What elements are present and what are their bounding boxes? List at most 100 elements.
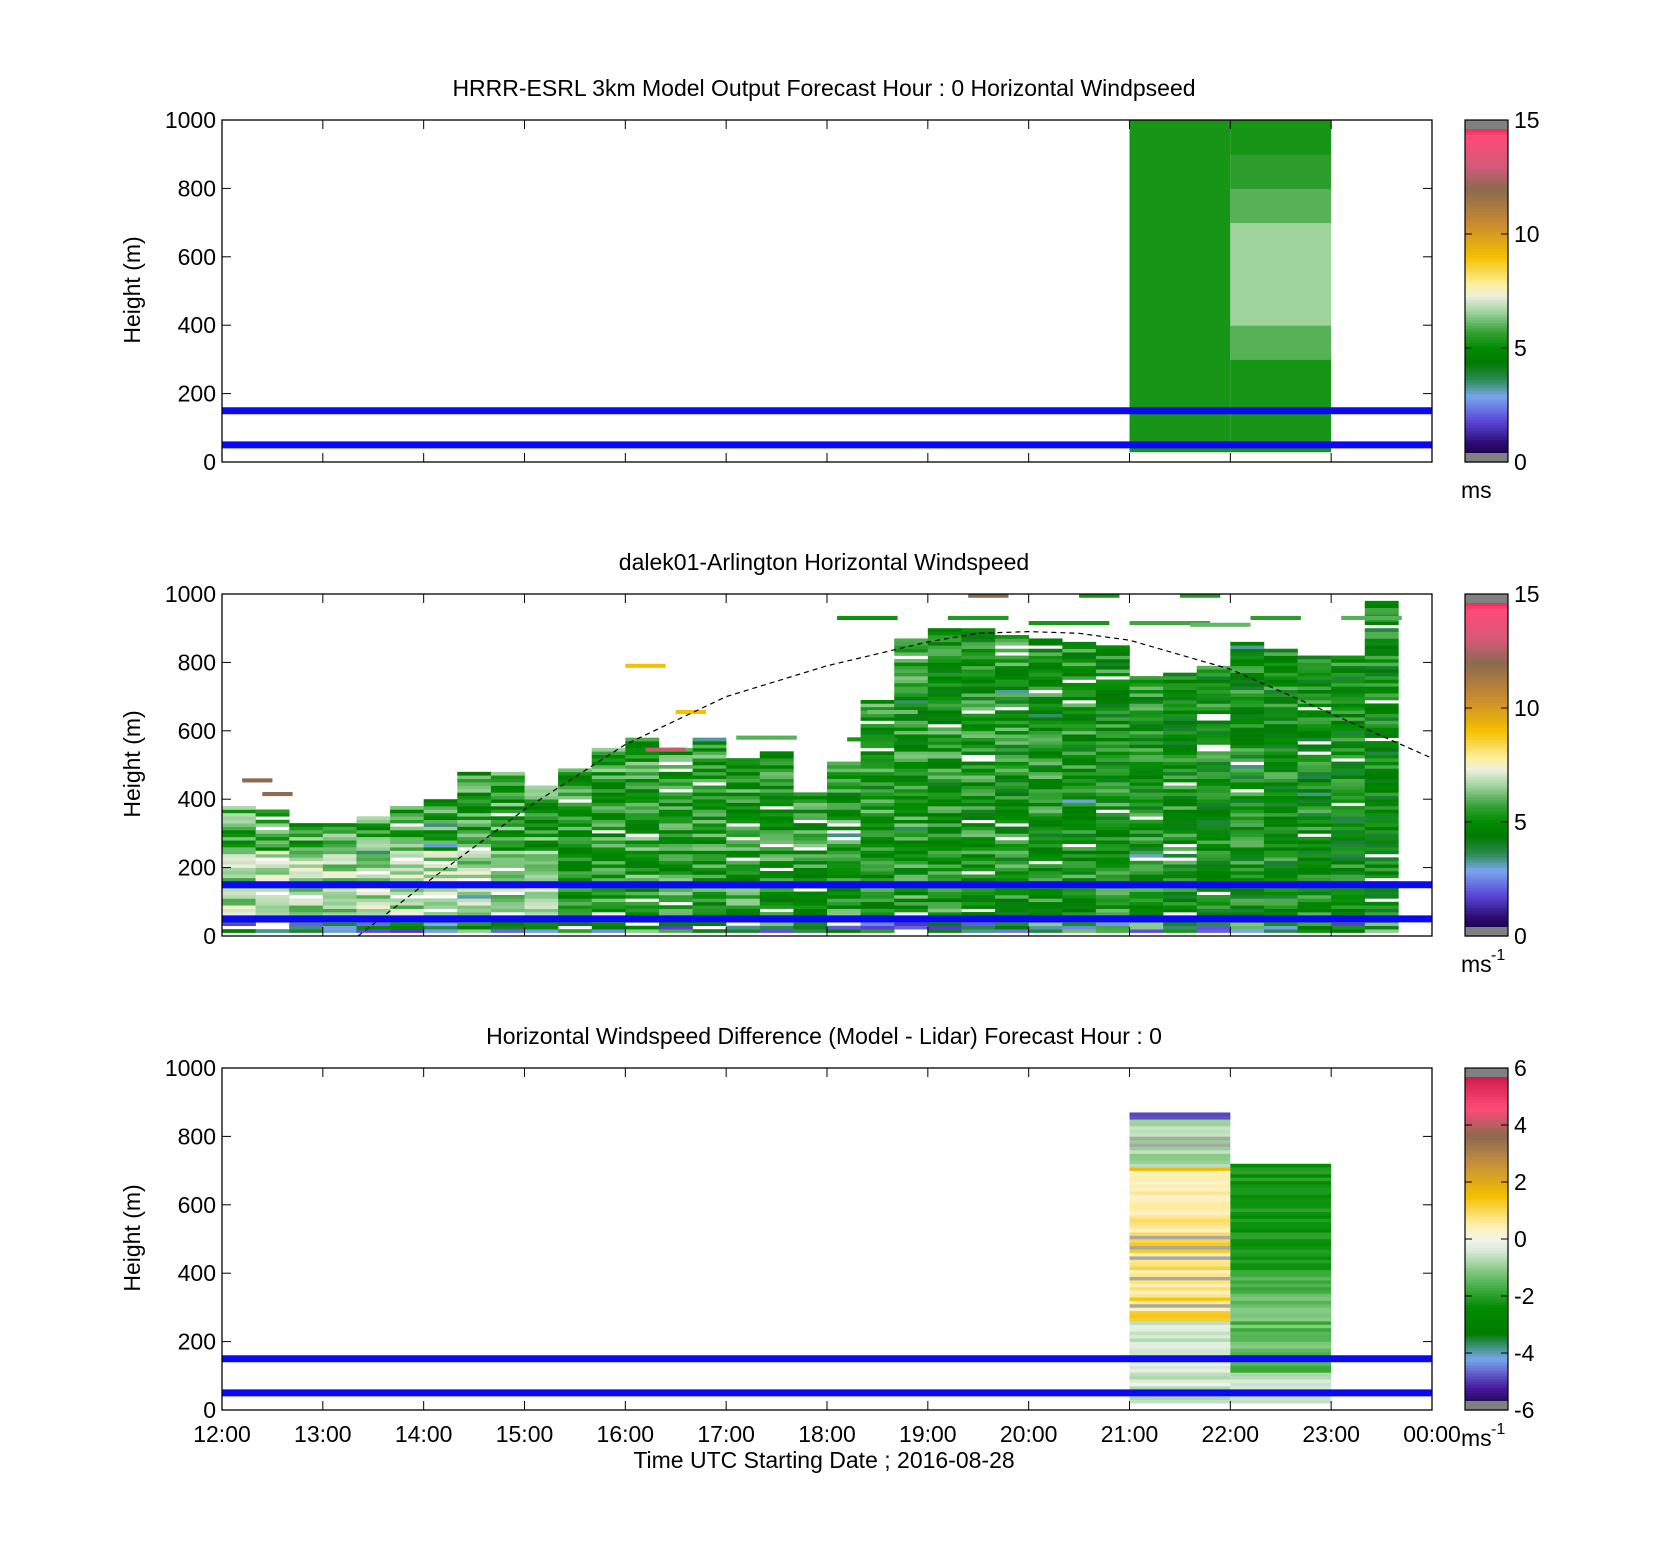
heatmap-cell [1095, 860, 1130, 865]
heatmap-cell [1230, 1273, 1332, 1277]
heatmap-cell [1163, 819, 1198, 824]
heatmap-cell [793, 802, 828, 807]
heatmap-cell [1230, 850, 1265, 855]
heatmap-cell [1230, 222, 1332, 326]
heatmap-cell [1364, 628, 1399, 632]
heatmap-cell [457, 775, 492, 779]
heatmap-cell [692, 744, 727, 749]
heatmap-cell [591, 925, 626, 930]
heatmap-cell [1297, 806, 1332, 810]
heatmap-cell [625, 843, 660, 848]
heatmap-cell [1095, 826, 1130, 831]
heatmap-cell [1062, 641, 1097, 646]
heatmap-cell [1331, 860, 1366, 865]
colorbar-segment [1465, 870, 1508, 874]
colorbar-segment [1465, 1182, 1508, 1186]
heatmap-cell [558, 888, 593, 892]
heatmap-cell [423, 922, 458, 927]
heatmap-cell [1331, 833, 1366, 838]
panel-title: Horizontal Windspeed Difference (Model -… [486, 1023, 1162, 1049]
heatmap-cell [356, 864, 391, 868]
heatmap-cell [1062, 871, 1097, 875]
heatmap-cell [1230, 717, 1265, 721]
heatmap-cell [759, 891, 794, 896]
heatmap-cell [390, 860, 424, 865]
heatmap-cell [1263, 853, 1298, 858]
heatmap-cell [961, 734, 996, 738]
heatmap-cell [1129, 1348, 1231, 1353]
heatmap-cell [1095, 771, 1130, 776]
heatmap-cell [1129, 1262, 1231, 1267]
heatmap-cell [390, 898, 424, 903]
heatmap-cell [1095, 912, 1130, 916]
heatmap-cell [1129, 1204, 1231, 1209]
heatmap-cell [1062, 925, 1097, 930]
heatmap-cell [625, 867, 660, 872]
heatmap-cell [289, 847, 324, 851]
heatmap-cell [658, 833, 693, 838]
heatmap-cell [255, 864, 290, 868]
heatmap-cell [1364, 754, 1399, 759]
heatmap-cell [625, 912, 660, 916]
heatmap-cell [1297, 922, 1332, 927]
heatmap-cell [1062, 857, 1097, 862]
heatmap-cell [1297, 682, 1332, 687]
heatmap-cell [390, 816, 424, 821]
heatmap-cell [1297, 737, 1332, 742]
heatmap-cell [1263, 648, 1298, 653]
heatmap-cell [1163, 768, 1198, 773]
heatmap-cell [995, 857, 1029, 862]
heatmap-cell [390, 922, 424, 927]
heatmap-cell [1095, 765, 1130, 769]
heatmap-cell [289, 864, 324, 868]
heatmap-cell [1095, 905, 1130, 909]
colorbar-segment [1465, 1196, 1508, 1200]
heatmap-cell [1129, 1180, 1231, 1185]
heatmap-cell [1028, 802, 1063, 807]
heatmap-cell [827, 802, 861, 807]
heatmap-cell [995, 665, 1029, 670]
heatmap-cell [289, 867, 324, 872]
heatmap-cell [1028, 765, 1063, 769]
heatmap-cell [793, 860, 828, 865]
heatmap-cell [1129, 713, 1164, 718]
heatmap-cell [457, 912, 492, 916]
heatmap-cell [356, 816, 391, 821]
heatmap-cell [726, 843, 761, 848]
x-tick-label: 12:00 [193, 1421, 251, 1447]
heatmap-cell [1095, 802, 1130, 807]
heatmap-cell [255, 853, 290, 858]
heatmap-cell [457, 771, 492, 776]
heatmap-cell [961, 652, 996, 656]
heatmap-cell [322, 823, 357, 827]
heatmap-cell [1163, 754, 1198, 759]
heatmap-cell [927, 645, 962, 650]
heatmap-cell [222, 864, 256, 868]
heatmap-cell [1028, 744, 1063, 749]
heatmap-cell [356, 908, 391, 913]
heatmap-cell [1331, 720, 1366, 725]
heatmap-cell [1095, 929, 1130, 933]
heatmap-cell [625, 792, 660, 797]
heatmap-cell [658, 908, 693, 913]
heatmap-cell [322, 888, 357, 892]
heatmap-cell [726, 901, 761, 906]
heatmap-cell [356, 843, 391, 848]
heatmap-cell [860, 888, 895, 892]
heatmap-cell [961, 628, 996, 632]
heatmap-cell [625, 737, 660, 742]
heatmap-cell [1062, 819, 1097, 824]
heatmap-cell [827, 898, 861, 903]
heatmap-cell [1062, 727, 1097, 732]
heatmap-cell [1129, 689, 1164, 694]
heatmap-cell [1196, 686, 1231, 691]
heatmap-cell [1028, 901, 1063, 906]
heatmap-cell [1230, 1297, 1332, 1301]
heatmap-cell [961, 795, 996, 800]
heatmap-cell [1364, 874, 1399, 879]
heatmap-cell [1263, 713, 1298, 718]
heatmap-cell [894, 723, 929, 728]
heatmap-cell [827, 812, 861, 817]
heatmap-cell [894, 922, 929, 927]
heatmap-cell [1129, 761, 1164, 766]
